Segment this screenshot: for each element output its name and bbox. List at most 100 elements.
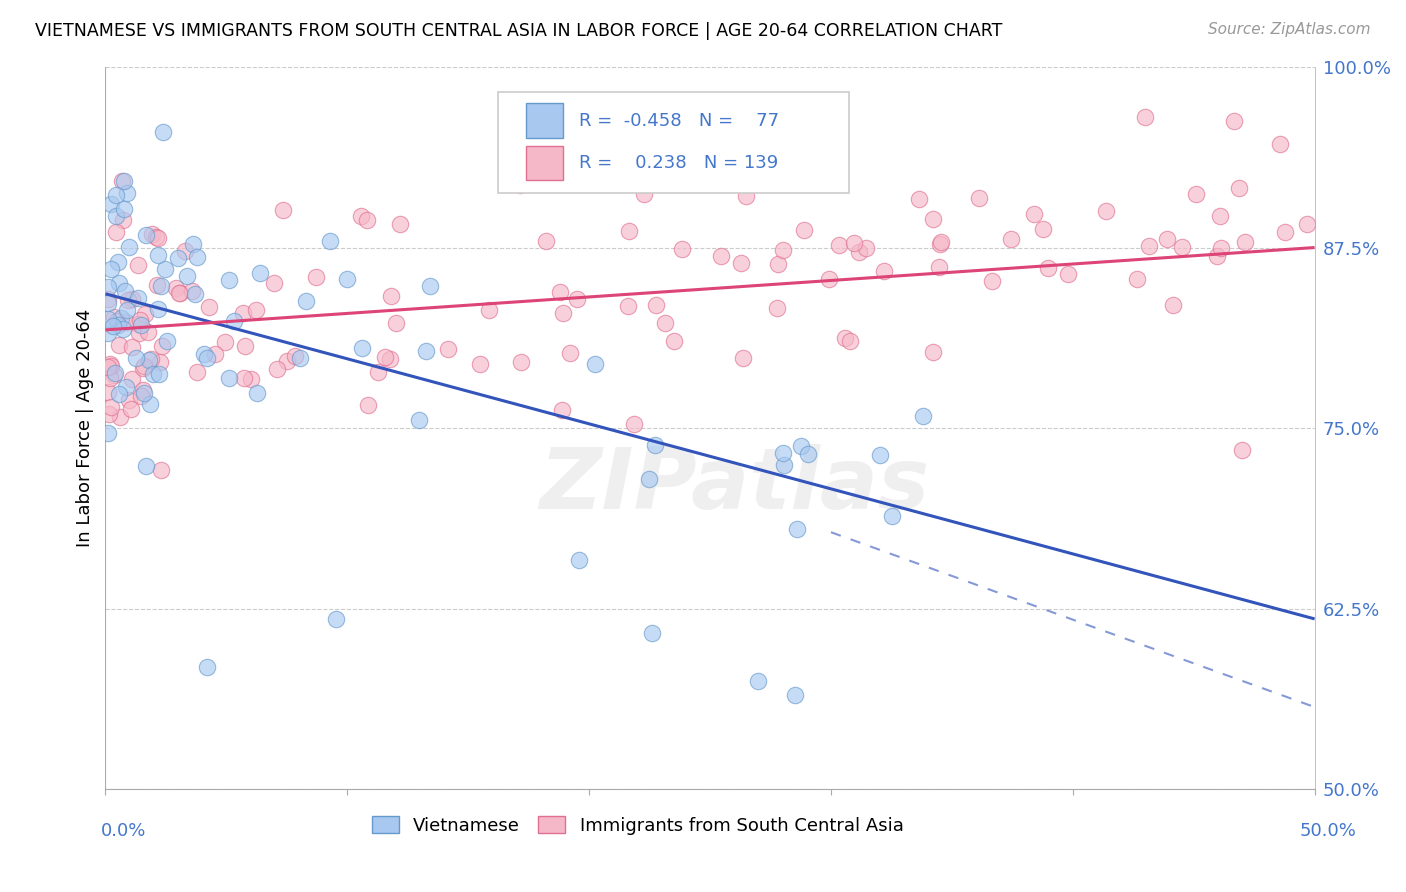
Point	[115, 315, 138, 329]
Text: R =    0.238   N = 139: R = 0.238 N = 139	[579, 154, 779, 172]
Point	[828, 238, 851, 252]
Point	[276, 354, 298, 368]
Point	[97, 425, 120, 440]
Point	[214, 334, 236, 349]
Point	[357, 398, 380, 412]
Point	[551, 306, 574, 320]
Point	[305, 270, 328, 285]
Point	[97, 385, 120, 400]
Point	[111, 173, 134, 187]
Point	[125, 351, 148, 365]
Point	[378, 351, 401, 366]
Point	[1137, 239, 1160, 253]
Point	[1233, 235, 1256, 250]
Point	[112, 321, 135, 335]
Point	[766, 301, 789, 316]
Point	[132, 359, 155, 373]
Point	[793, 222, 815, 236]
Point	[97, 311, 120, 326]
Point	[644, 298, 666, 312]
Point	[100, 262, 122, 277]
Point	[389, 218, 412, 232]
Point	[136, 325, 159, 339]
Point	[112, 174, 135, 188]
Point	[104, 209, 127, 223]
Point	[911, 409, 934, 423]
Point	[869, 448, 891, 462]
Point	[101, 319, 124, 334]
Point	[350, 209, 373, 223]
Point	[772, 446, 794, 460]
Point	[437, 342, 460, 356]
Point	[929, 235, 952, 249]
Point	[271, 203, 294, 218]
Point	[115, 186, 138, 200]
Point	[138, 397, 160, 411]
Point	[1036, 261, 1059, 276]
Point	[97, 280, 120, 294]
Point	[110, 311, 132, 326]
Point	[183, 287, 205, 301]
Point	[848, 245, 870, 260]
Point	[150, 338, 173, 352]
Point	[1208, 210, 1230, 224]
Point	[232, 371, 254, 385]
Point	[654, 316, 676, 330]
Point	[509, 178, 531, 193]
Point	[786, 522, 808, 536]
Point	[617, 223, 640, 237]
Point	[127, 317, 149, 331]
Point	[1126, 272, 1149, 286]
Point	[195, 351, 218, 365]
Point	[127, 258, 149, 272]
Point	[165, 280, 187, 294]
Point	[156, 334, 179, 348]
Text: ZIPatlas: ZIPatlas	[538, 444, 929, 527]
Point	[735, 189, 758, 203]
Point	[129, 313, 152, 327]
Point	[1057, 267, 1080, 281]
Point	[98, 371, 121, 385]
Point	[222, 314, 245, 328]
Point	[129, 318, 152, 332]
Point	[1274, 225, 1296, 239]
Point	[155, 261, 177, 276]
Point	[100, 359, 122, 374]
Point	[980, 274, 1002, 288]
Point	[557, 161, 579, 175]
Point	[662, 334, 685, 349]
Point	[350, 341, 373, 355]
Point	[731, 351, 754, 366]
Point	[108, 410, 131, 425]
Point	[121, 340, 143, 354]
Point	[408, 413, 430, 427]
Point	[146, 231, 169, 245]
Point	[186, 250, 208, 264]
Point	[380, 289, 402, 303]
Point	[1032, 222, 1054, 236]
Point	[174, 244, 197, 258]
Point	[1270, 137, 1292, 152]
Point	[103, 310, 125, 325]
Point	[186, 365, 208, 379]
FancyBboxPatch shape	[499, 92, 849, 194]
Point	[180, 284, 202, 298]
Point	[195, 659, 218, 673]
Legend: Vietnamese, Immigrants from South Central Asia: Vietnamese, Immigrants from South Centra…	[364, 808, 911, 842]
Point	[107, 337, 129, 351]
Point	[131, 389, 153, 403]
Point	[534, 234, 557, 248]
Point	[284, 349, 307, 363]
Point	[730, 256, 752, 270]
Point	[100, 197, 122, 211]
Point	[149, 355, 172, 369]
Point	[149, 278, 172, 293]
Point	[148, 367, 170, 381]
Point	[100, 400, 122, 414]
Point	[623, 417, 645, 432]
Point	[204, 347, 226, 361]
Point	[799, 170, 821, 185]
Point	[747, 674, 769, 689]
Point	[644, 437, 666, 451]
Point	[121, 372, 143, 386]
